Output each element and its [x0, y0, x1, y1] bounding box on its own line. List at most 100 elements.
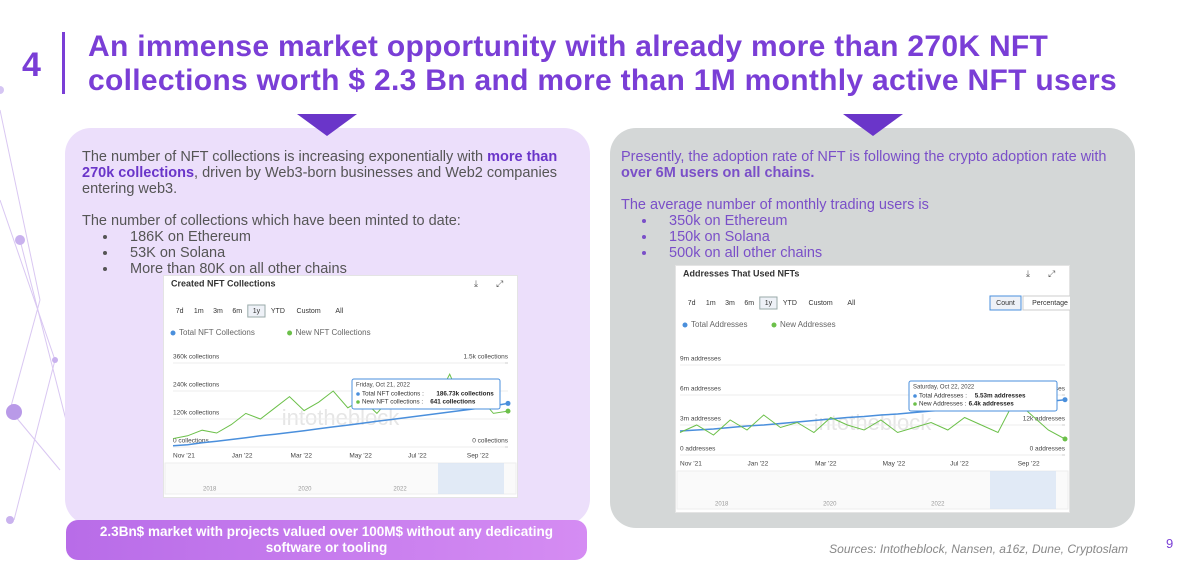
range-button[interactable]: All	[847, 300, 855, 307]
range-button[interactable]: All	[335, 308, 343, 315]
y-tick-label: 120k collections	[173, 410, 220, 417]
navigator-year: 2018	[715, 502, 729, 508]
x-tick-label: Mar '22	[815, 461, 837, 468]
series-endpoint	[1062, 436, 1068, 442]
paragraph: The average number of monthly trading us…	[621, 197, 929, 213]
range-button[interactable]: 6m	[232, 308, 242, 315]
legend-label: Total NFT Collections	[179, 328, 255, 337]
navigator-year: 2018	[203, 487, 217, 493]
tooltip-dot	[356, 400, 360, 404]
mode-button-bg	[1022, 295, 1070, 311]
range-button[interactable]: Custom	[297, 308, 321, 315]
bullet: 53K on Solana	[118, 245, 572, 261]
tooltip-dot	[913, 394, 917, 398]
tooltip-value: 6.4k addresses	[969, 401, 1015, 408]
legend-swatch	[771, 322, 777, 328]
paragraph: The number of NFT collections is increas…	[82, 149, 572, 197]
range-button[interactable]: 1m	[194, 308, 204, 315]
banner: 2.3Bn$ market with projects valued over …	[66, 520, 587, 560]
bullet: More than 80K on all other chains	[118, 261, 572, 277]
tooltip-label: Total NFT collections :	[362, 391, 424, 398]
legend-label: New NFT Collections	[296, 328, 371, 337]
series-endpoint	[505, 408, 511, 414]
x-tick-label: Jan '22	[748, 461, 769, 468]
tooltip-date: Saturday, Oct 22, 2022	[913, 385, 975, 391]
x-tick-label: Nov '21	[173, 453, 195, 460]
range-button[interactable]: 7d	[688, 300, 696, 307]
y-tick-label: 9m addresses	[680, 356, 722, 363]
divider	[62, 32, 65, 94]
icon: ⤢	[495, 278, 503, 288]
range-button[interactable]: Custom	[809, 300, 833, 307]
pointer	[843, 114, 903, 136]
bullet: 186K on Ethereum	[118, 229, 572, 245]
range-button[interactable]: 1m	[706, 300, 716, 307]
range-button-bg	[759, 296, 778, 310]
bullet: 350k on Ethereum	[657, 213, 1121, 229]
series-line	[172, 402, 509, 447]
pointer	[297, 114, 357, 136]
bullet: 150k on Solana	[657, 229, 1121, 245]
sources: Sources: Intotheblock, Nansen, a16z, Dun…	[829, 542, 1128, 556]
x-tick-label: Mar '22	[291, 453, 313, 460]
range-button[interactable]: YTD	[783, 300, 797, 307]
paragraph: Presently, the adoption rate of NFT is f…	[621, 149, 1121, 181]
x-tick-label: Jul '22	[408, 453, 427, 460]
y-tick-label: 0 collections	[173, 438, 210, 445]
range-button[interactable]: 1y	[765, 300, 773, 307]
navigator-year: 2022	[931, 502, 945, 508]
range-button[interactable]: 6m	[744, 300, 754, 307]
legend-swatch	[682, 322, 688, 328]
icon: ⤢	[1047, 268, 1055, 278]
series-line	[679, 399, 1066, 440]
y2-tick-label: 0 addresses	[1030, 446, 1066, 453]
tooltip-label: New Addresses :	[919, 401, 966, 408]
emphasis: over 6M users on all chains.	[621, 165, 815, 181]
range-button[interactable]: 7d	[176, 308, 184, 315]
legend-swatch	[287, 330, 293, 336]
tooltip-date: Friday, Oct 21, 2022	[356, 383, 411, 389]
paragraph: The number of collections which have bee…	[82, 213, 461, 229]
mode-button[interactable]: Percentage	[1032, 300, 1068, 307]
navigator-window	[438, 463, 504, 494]
bullet-list: 350k on Ethereum 150k on Solana 500k on …	[621, 213, 1121, 261]
embedded-chart: Addresses That Used NFTs ⤓ ⤢ 7d 1m 3m 6m 1y YTD C…	[675, 265, 1070, 513]
series-endpoint	[1062, 397, 1068, 403]
bullet-list: 186K on Ethereum 53K on Solana More than…	[82, 229, 572, 277]
legend-label: Total Addresses	[691, 320, 747, 329]
x-tick-label: Nov '21	[680, 461, 702, 468]
text: The number of NFT collections is increas…	[82, 149, 488, 165]
right-text: Presently, the adoption rate of NFT is f…	[621, 149, 1121, 261]
network-decoration	[0, 86, 67, 524]
legend-swatch	[170, 330, 176, 336]
tooltip-value: 5.53m addresses	[975, 393, 1026, 400]
y-tick-label: 6m addresses	[680, 386, 722, 393]
tooltip-value: 186.73k collections	[436, 391, 494, 398]
icon: ⤓	[474, 278, 478, 288]
range-button[interactable]: 1y	[253, 308, 261, 315]
left-text: The number of NFT collections is increas…	[82, 149, 572, 277]
page-number: 9	[1166, 536, 1174, 551]
tooltip-dot	[913, 402, 917, 406]
emphasis: more than 270k collections	[82, 149, 558, 181]
x-tick-label: May '22	[883, 461, 906, 468]
series-endpoint	[505, 400, 511, 406]
legend-label: New Addresses	[780, 320, 836, 329]
x-tick-label: Jul '22	[950, 461, 969, 468]
range-button[interactable]: 3m	[213, 308, 223, 315]
mode-button-bg	[989, 295, 1022, 311]
x-tick-label: Jan '22	[232, 453, 253, 460]
title-line: An immense market opportunity with alrea…	[88, 30, 1049, 63]
range-button[interactable]: YTD	[271, 308, 285, 315]
x-tick-label: Sep '22	[1018, 461, 1040, 468]
range-button[interactable]: 3m	[725, 300, 735, 307]
mode-button[interactable]: Count	[996, 300, 1015, 307]
text: Presently, the adoption rate of NFT is f…	[621, 149, 1107, 165]
x-tick-label: Sep '22	[467, 453, 489, 460]
navigator-year: 2022	[393, 487, 407, 493]
navigator-year: 2020	[298, 487, 312, 493]
title-line: collections worth $ 2.3 Bn and more than…	[88, 64, 1117, 97]
chart-title: Addresses That Used NFTs	[683, 268, 799, 278]
tooltip-dot	[356, 392, 360, 396]
navigator-window	[990, 471, 1056, 509]
